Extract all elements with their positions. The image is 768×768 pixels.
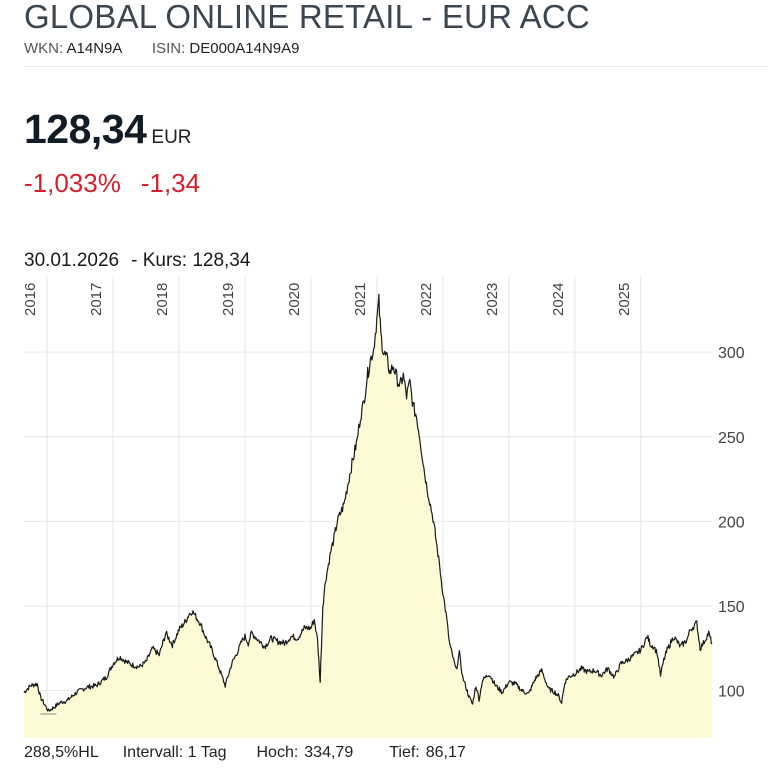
change-percent: -1,033% (24, 168, 121, 198)
y-tick-label: 250 (718, 430, 745, 447)
y-tick-label: 100 (718, 684, 745, 701)
quote-kurs: - Kurs: 128,34 (131, 250, 251, 271)
quote-line: 30.01.2026 - Kurs: 128,34 (24, 250, 250, 272)
price-currency: EUR (151, 127, 192, 148)
quote-date: 30.01.2026 (24, 250, 120, 271)
price-block: 128,34 EUR (24, 106, 192, 153)
price-area (24, 294, 712, 738)
wkn-label: WKN: (24, 40, 64, 57)
x-tick-label: 2016 (22, 283, 39, 316)
low-label: Tief: (389, 744, 420, 761)
y-tick-label: 150 (718, 599, 745, 616)
x-tick-label: 2023 (484, 283, 501, 316)
x-tick-label: 2024 (550, 283, 567, 316)
price-change: -1,033% -1,34 (24, 168, 200, 199)
instrument-title: GLOBAL ONLINE RETAIL - EUR ACC (24, 0, 590, 35)
high-label: Hoch: (256, 744, 299, 761)
y-tick-label: 300 (718, 345, 745, 362)
current-price: 128,34 (24, 106, 147, 152)
price-chart[interactable]: 100 150 200 250 300 2016 2017 2018 2019 2020 2021 2… (0, 272, 768, 742)
interval-text: Intervall: 1 Tag (122, 744, 227, 761)
hl-value: 288,5%HL (24, 744, 99, 761)
wkn-value: A14N9A (66, 40, 122, 57)
x-tick-label: 2022 (418, 283, 435, 316)
x-tick-label: 2019 (220, 283, 237, 316)
x-tick-label: 2017 (88, 283, 105, 316)
instrument-header: GLOBAL ONLINE RETAIL - EUR ACC WKN: A14N… (24, 0, 768, 67)
low-value: 86,17 (425, 744, 466, 761)
price-line (23, 293, 713, 712)
chart-footer: 288,5%HL Intervall: 1 Tag Hoch: 334,79 Tief:… (24, 744, 466, 762)
x-tick-label: 2018 (154, 283, 171, 316)
isin-value: DE000A14N9A9 (189, 40, 300, 57)
x-tick-label: 2020 (286, 283, 303, 316)
change-absolute: -1,34 (140, 168, 201, 198)
isin-label: ISIN: (151, 40, 186, 57)
y-tick-label: 200 (718, 514, 745, 531)
high-value: 334,79 (304, 744, 354, 761)
x-tick-label: 2025 (616, 283, 633, 316)
x-tick-label: 2021 (352, 283, 369, 316)
instrument-identifiers: WKN: A14N9A ISIN: DE000A14N9A9 (24, 40, 300, 57)
